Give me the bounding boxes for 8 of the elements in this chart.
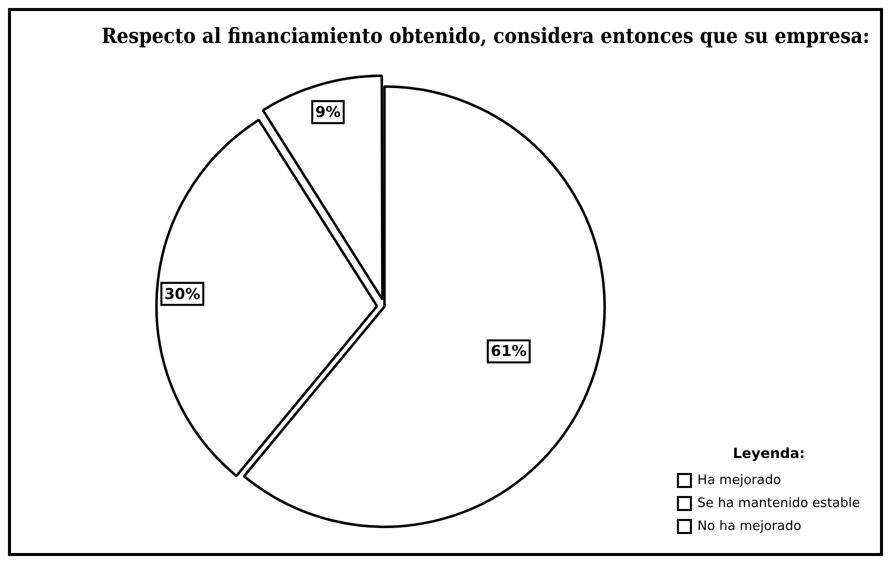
legend-label: Ha mejorado xyxy=(697,472,782,488)
legend-title: Leyenda: xyxy=(732,446,806,462)
chart-title: Respecto al financiamiento obtenido, considera entonces que su empresa: xyxy=(101,22,870,48)
data-label: 9% xyxy=(315,102,341,121)
data-label: 61% xyxy=(490,342,527,360)
data-label: 30% xyxy=(164,284,200,303)
legend-label: No ha mejorado xyxy=(697,518,802,534)
legend-label: Se ha mantenido estable xyxy=(697,496,860,511)
